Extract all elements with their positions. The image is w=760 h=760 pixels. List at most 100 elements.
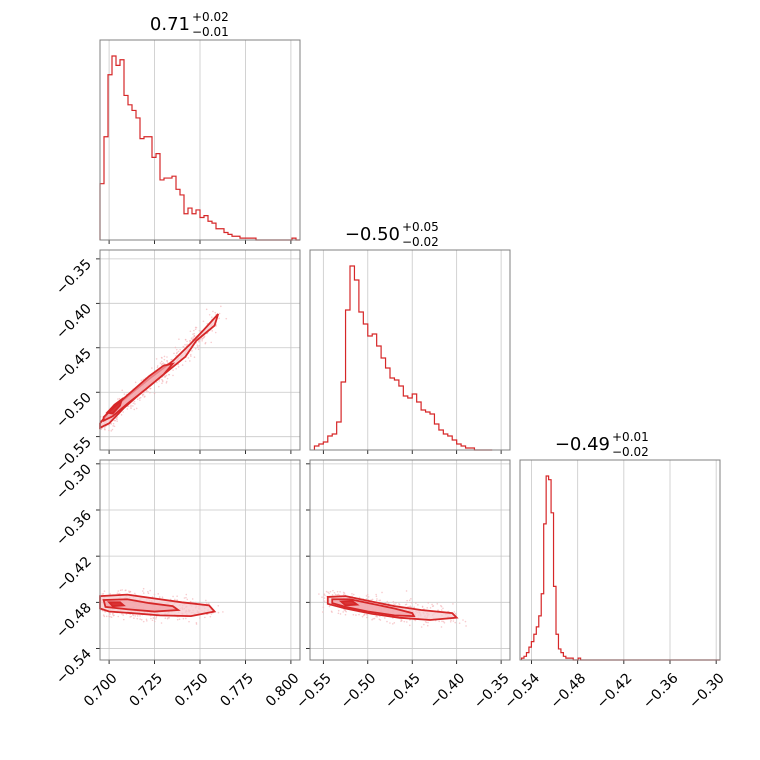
title-upper-0: +0.02 <box>192 10 229 24</box>
pair-panel-1-2-sample-point <box>452 620 455 622</box>
pair-panel-0-1-sample-point <box>111 428 114 431</box>
pair-panel-1-2-sample-point <box>408 599 411 602</box>
pair-panel-1-2-sample-point <box>431 605 434 608</box>
y-tick-label-1-2: −0.45 <box>53 345 95 387</box>
y-tick-label-1-4: −0.35 <box>53 256 95 298</box>
pair-panel-1-2-sample-point <box>405 621 408 623</box>
pair-panel-0-1-sample-point <box>172 369 174 371</box>
y-tick-label-2-0: −0.54 <box>53 646 95 688</box>
pair-panel-0-2-sample-point <box>150 617 152 620</box>
pair-panel-0-1-sample-point <box>201 337 204 340</box>
pair-panel-0-1-sample-point <box>181 364 184 366</box>
pair-panel-1-2-sample-point <box>375 599 378 602</box>
title-lower-2: −0.02 <box>612 445 649 459</box>
pair-panel-0-1-sample-point <box>177 350 180 353</box>
pair-panel-1-2-sample-point <box>365 595 368 597</box>
pair-panel-0-1-sample-point <box>110 430 113 432</box>
pair-panel-0-1-sample-point <box>208 313 211 316</box>
pair-panel-1-2-sample-point <box>375 595 378 598</box>
pair-panel-1-2-sample-point <box>371 598 374 601</box>
pair-panel-1-2-sample-point <box>361 615 364 618</box>
pair-panel-0-1-sample-point <box>220 305 222 308</box>
pair-panel-0-1-sample-point <box>189 353 192 356</box>
pair-panel-0-1-sample-point <box>186 340 188 343</box>
pair-panel-0-2-contour-core <box>107 601 126 608</box>
pair-panel-0-1-sample-point <box>198 329 201 332</box>
pair-panel-0-2-sample-point <box>157 593 160 595</box>
pair-panel-0-1-sample-point <box>166 377 169 380</box>
pair-panel-0-1-sample-point <box>166 356 168 358</box>
pair-panel-0-1-sample-point <box>189 341 191 343</box>
pair-panel-1-2-sample-point <box>321 611 324 613</box>
pair-panel-1-2-sample-point <box>450 619 452 621</box>
pair-panel-0-1-sample-point <box>149 387 151 390</box>
pair-panel-1-2-sample-point <box>365 613 368 616</box>
pair-panel-0-1-sample-point <box>156 381 158 384</box>
pair-panel-0-1-sample-point <box>158 385 160 388</box>
pair-panel-0-2-sample-point <box>109 593 112 595</box>
pair-panel-1-2-sample-point <box>343 593 345 596</box>
pair-panel-0-1-sample-point <box>100 428 103 430</box>
pair-panel-0-1-contour-fill-inner <box>103 363 173 421</box>
pair-panel-0-1-sample-point <box>190 337 193 340</box>
pair-panel-1-2-sample-point <box>331 611 333 613</box>
pair-panel-1-2-sample-point <box>431 603 433 606</box>
x-tick-label-1-0: −0.55 <box>293 670 335 712</box>
pair-panel-0-2-sample-point <box>119 589 122 592</box>
pair-panel-1-2-sample-point <box>415 602 417 604</box>
pair-panel-0-2-sample-point <box>116 592 119 595</box>
pair-panel-0-1-sample-point <box>164 375 166 377</box>
pair-panel-0-2-sample-point <box>151 619 154 622</box>
pair-panel-0-2-sample-point <box>174 598 176 601</box>
pair-panel-0-1-sample-point <box>121 389 124 392</box>
pair-panel-0-1-sample-point <box>108 429 110 432</box>
pair-panel-0-1-sample-point <box>187 357 190 359</box>
pair-panel-0-1-sample-point <box>132 405 134 407</box>
pair-panel-0-1-sample-point <box>149 391 151 394</box>
pair-panel-1-2-sample-point <box>441 620 443 623</box>
pair-panel-0-1-sample-point <box>161 357 163 359</box>
x-tick-label-2-1: −0.48 <box>548 670 590 712</box>
pair-panel-0-1-sample-point <box>172 374 174 377</box>
x-tick-label-1-2: −0.45 <box>382 670 424 712</box>
pair-panel-0-1-sample-point <box>194 328 197 331</box>
pair-panel-1-2-sample-point <box>383 617 386 619</box>
pair-panel-0-2-sample-point <box>124 589 127 592</box>
x-tick-label-0-0: 0.700 <box>81 670 121 710</box>
pair-panel-0-1-sample-point <box>211 316 213 318</box>
pair-panel-1-2-sample-point <box>440 609 443 611</box>
y-tick-label-2-2: −0.42 <box>53 554 95 596</box>
pair-panel-1-2-sample-point <box>464 620 467 623</box>
pair-panel-0-1-sample-point <box>191 350 193 352</box>
x-tick-label-2-3: −0.36 <box>640 670 682 712</box>
pair-panel-0-2-contour-outer <box>99 593 217 618</box>
pair-panel-0-1-sample-point <box>160 360 163 363</box>
pair-panel-0-1-sample-point <box>212 310 214 313</box>
pair-panel-0-1-sample-point <box>161 380 164 383</box>
pair-panel-0-1-sample-point <box>114 419 117 422</box>
pair-panel-0-1-sample-point <box>118 397 121 400</box>
pair-panel-0-2-sample-point <box>198 602 201 604</box>
pair-panel-1-2-sample-point <box>339 590 341 593</box>
pair-panel-0-1-sample-point <box>156 366 159 369</box>
y-tick-label-1-3: −0.40 <box>53 301 95 343</box>
pair-panel-1-2-sample-point <box>440 605 443 608</box>
pair-panel-0-1-sample-point <box>155 358 158 360</box>
pair-panel-0-1-sample-point <box>122 411 124 413</box>
pair-panel-0-1-sample-point <box>159 362 162 364</box>
pair-panel-0-1-sample-point <box>112 425 115 427</box>
pair-panel-0-2-sample-point <box>191 598 194 600</box>
title-value-1: −0.50 <box>345 224 400 245</box>
pair-panel-0-1-sample-point <box>197 340 200 343</box>
pair-panel-0-2-sample-point <box>210 613 213 615</box>
pair-panel-0-1-sample-point <box>175 348 178 351</box>
x-tick-label-1-1: −0.50 <box>338 670 380 712</box>
pair-panel-1-2-sample-point <box>334 593 337 596</box>
pair-panel-1-2-sample-point <box>426 624 429 627</box>
pair-panel-0-1-sample-point <box>110 423 113 425</box>
pair-panel-0-2-sample-point <box>145 618 148 621</box>
pair-panel-1-2-sample-point <box>454 612 457 615</box>
pair-panel-1-2-sample-point <box>332 589 334 592</box>
pair-panel-0-2-sample-point <box>103 590 106 592</box>
